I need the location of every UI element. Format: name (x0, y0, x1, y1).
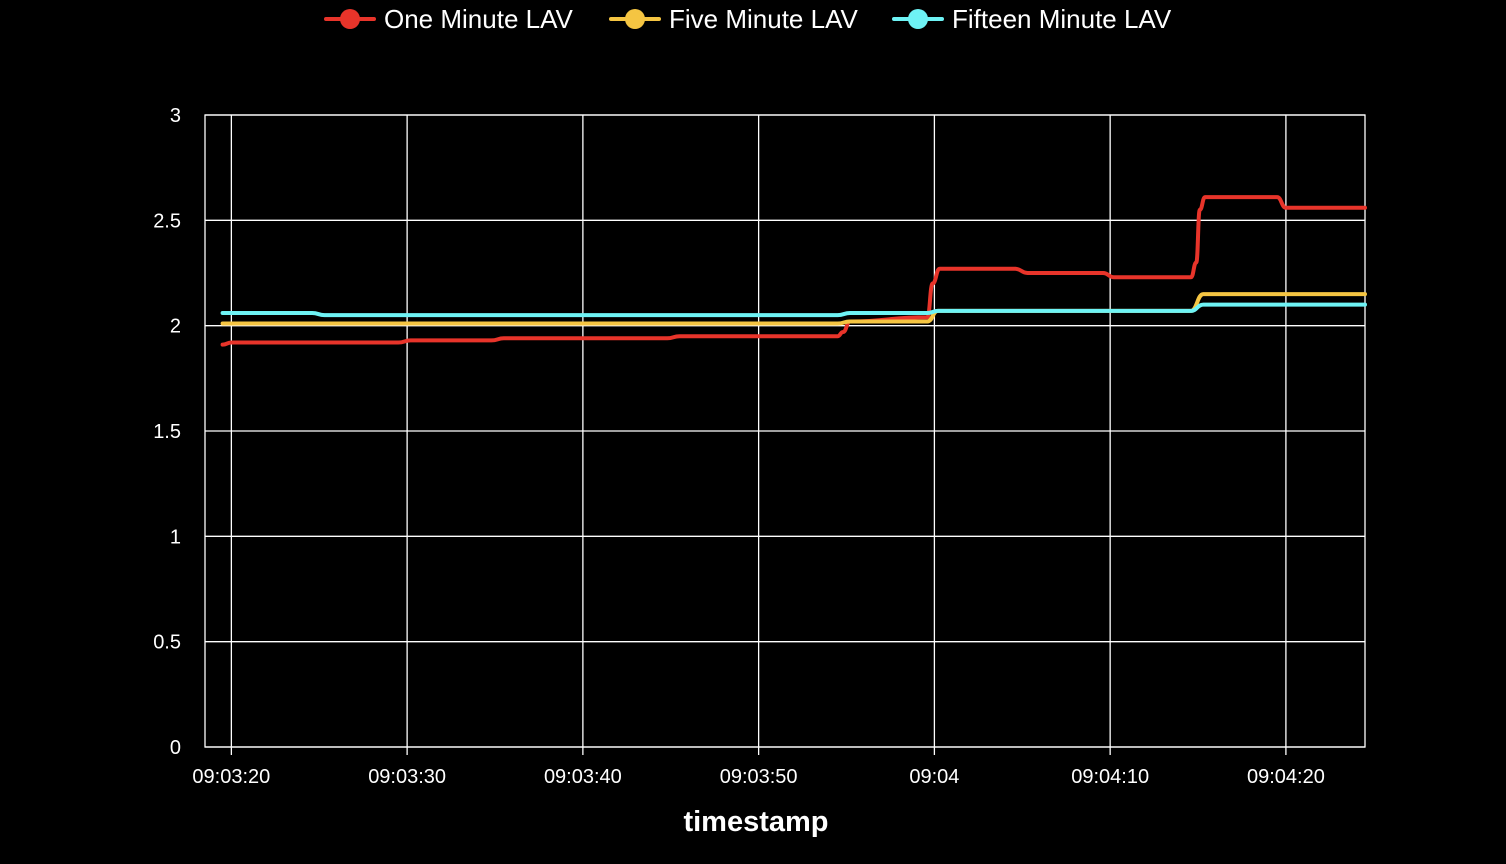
legend-marker-icon (625, 9, 645, 29)
legend-item-2[interactable]: Five Minute LAV (609, 4, 858, 34)
legend: One Minute LAV Five Minute LAV Fifteen Min… (324, 4, 1172, 34)
legend-label: Five Minute LAV (669, 4, 858, 34)
y-axis-ticks: 0 0.5 1 1.5 2 2.5 3 (153, 105, 181, 759)
x-axis-ticks: 09:03:20 09:03:30 09:03:40 09:03:50 09:04 09:… (192, 766, 1324, 788)
legend-marker-icon (908, 9, 928, 29)
x-tick-label: 09:03:40 (544, 766, 622, 788)
y-tick-label: 1.5 (153, 421, 181, 443)
series-line-1 (220, 195, 1367, 347)
y-tick-label: 2.5 (153, 210, 181, 232)
legend-item-1[interactable]: One Minute LAV (324, 4, 574, 34)
x-tick-label: 09:04:20 (1247, 766, 1325, 788)
series-line-2 (220, 292, 1367, 326)
y-tick-label: 2 (170, 316, 181, 338)
y-tick-label: 3 (170, 105, 181, 127)
series-layer (220, 195, 1367, 347)
x-tick-label: 09:04 (909, 766, 959, 788)
legend-label: Fifteen Minute LAV (952, 4, 1172, 34)
x-tick-label: 09:03:30 (368, 766, 446, 788)
series-line-3 (220, 302, 1367, 318)
y-tick-label: 0 (170, 737, 181, 759)
x-tick-label: 09:04:10 (1071, 766, 1149, 788)
grid (204, 114, 1366, 755)
x-axis-title: timestamp (683, 806, 828, 838)
x-tick-label: 09:03:50 (720, 766, 798, 788)
legend-label: One Minute LAV (384, 4, 574, 34)
y-tick-label: 1 (170, 526, 181, 548)
legend-marker-icon (340, 9, 360, 29)
y-tick-label: 0.5 (153, 632, 181, 654)
x-tick-label: 09:03:20 (192, 766, 270, 788)
legend-item-3[interactable]: Fifteen Minute LAV (892, 4, 1172, 34)
